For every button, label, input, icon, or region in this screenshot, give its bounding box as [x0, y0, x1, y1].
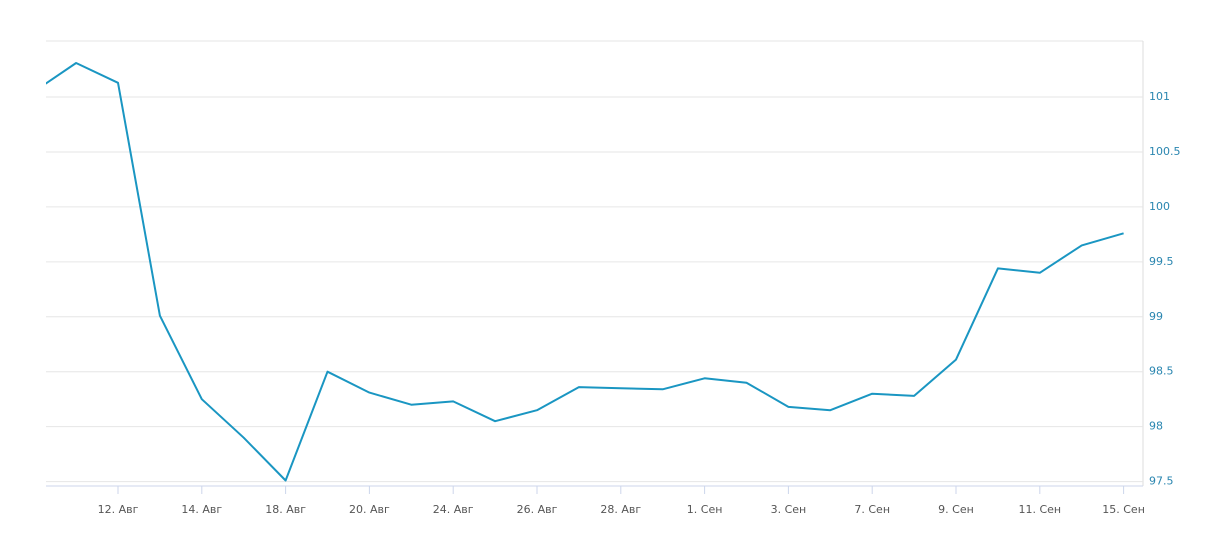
x-tick-label: 3. Сен	[771, 503, 807, 516]
x-tick-label: 28. Авг	[600, 503, 641, 516]
y-tick-label: 98.5	[1149, 365, 1174, 378]
y-tick-label: 99.5	[1149, 255, 1174, 268]
x-tick-label: 11. Сен	[1018, 503, 1061, 516]
y-tick-label: 100.5	[1149, 145, 1181, 158]
x-tick-label: 9. Сен	[938, 503, 974, 516]
x-tick-label: 7. Сен	[854, 503, 890, 516]
x-tick-label: 24. Авг	[433, 503, 474, 516]
y-tick-label: 101	[1149, 90, 1170, 103]
x-tick-label: 14. Авг	[181, 503, 222, 516]
y-tick-label: 98	[1149, 420, 1163, 433]
y-tick-label: 99	[1149, 310, 1163, 323]
y-tick-label: 97.5	[1149, 475, 1174, 488]
x-tick-label: 12. Авг	[98, 503, 139, 516]
x-tick-label: 26. Авг	[517, 503, 558, 516]
data-line	[46, 62, 1124, 482]
x-tick-label: 20. Авг	[349, 503, 390, 516]
x-tick-label: 1. Сен	[687, 503, 723, 516]
y-tick-label: 100	[1149, 200, 1170, 213]
x-tick-label: 15. Сен	[1102, 503, 1145, 516]
x-tick-label: 18. Авг	[265, 503, 306, 516]
